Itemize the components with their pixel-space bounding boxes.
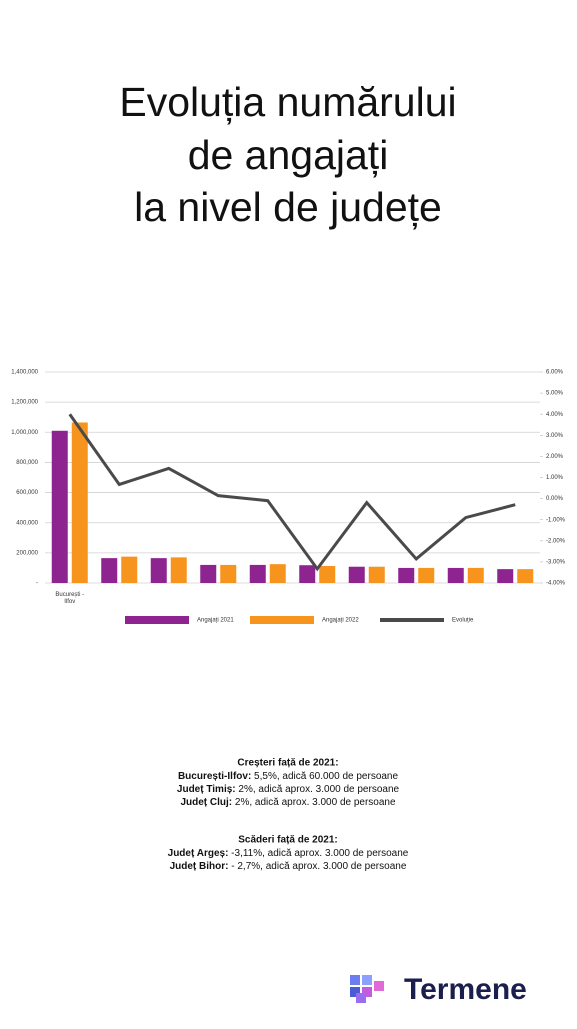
note-label: Județ Timiș: bbox=[177, 784, 236, 795]
bar bbox=[269, 564, 286, 583]
logo-cube bbox=[374, 981, 384, 991]
bar bbox=[150, 558, 167, 583]
legend-label: Evoluție bbox=[452, 618, 474, 624]
logo-cube bbox=[356, 993, 366, 1003]
y2-tick-label: 0.00% bbox=[546, 496, 564, 502]
note-text: 5,5%, adică 60.000 de persoane bbox=[251, 771, 398, 782]
bar bbox=[467, 567, 484, 583]
note-label: Județ Argeș: bbox=[168, 848, 229, 859]
y-tick-label: 1,400,000 bbox=[11, 370, 38, 376]
note-label: Județ Cluj: bbox=[180, 797, 232, 808]
logo-cube bbox=[350, 975, 360, 985]
notes-title: Scăderi față de 2021: bbox=[238, 835, 338, 846]
y2-tick-label: 1.00% bbox=[546, 475, 564, 481]
bar bbox=[170, 557, 187, 583]
note-text: -3,11%, adică aprox. 3.000 de persoane bbox=[228, 848, 408, 859]
bar bbox=[200, 564, 217, 583]
bar bbox=[368, 566, 385, 583]
legend-label: Angajați 2021 bbox=[197, 618, 234, 624]
bar bbox=[51, 430, 68, 583]
bar bbox=[220, 564, 237, 583]
bar bbox=[71, 422, 88, 583]
bar bbox=[319, 565, 336, 583]
bar bbox=[348, 566, 365, 583]
y2-tick-label: 4.00% bbox=[546, 412, 564, 418]
y-tick-label: 200,000 bbox=[16, 550, 38, 556]
logo-text: Termene bbox=[404, 973, 527, 1006]
note-text: 2%, adică aprox. 3.000 de persoane bbox=[232, 797, 396, 808]
bar bbox=[447, 567, 464, 583]
y-tick-label: 600,000 bbox=[16, 490, 38, 496]
note-label: București-Ilfov: bbox=[178, 771, 251, 782]
y-tick-label: - bbox=[36, 581, 38, 587]
notes-line: Județ Cluj: 2%, adică aprox. 3.000 de pe… bbox=[180, 797, 396, 808]
legend-swatch bbox=[250, 616, 314, 624]
bar bbox=[101, 558, 118, 583]
y2-tick-label: 6.00% bbox=[546, 370, 564, 376]
logo-cube bbox=[362, 987, 372, 997]
notes-line: București-Ilfov: 5,5%, adică 60.000 de p… bbox=[178, 771, 399, 782]
legend-swatch bbox=[125, 616, 189, 624]
note-text: 2%, adică aprox. 3.000 de persoane bbox=[236, 784, 400, 795]
x-tick-label: București -Ilfov bbox=[55, 592, 84, 605]
bar bbox=[398, 567, 415, 583]
logo-cube bbox=[350, 987, 360, 997]
y2-tick-label: 2.00% bbox=[546, 454, 564, 460]
y2-tick-label: 3.00% bbox=[546, 433, 564, 439]
y2-tick-label: -4.00% bbox=[546, 581, 566, 587]
notes-line: Județ Bihor: - 2,7%, adică aprox. 3.000 … bbox=[170, 861, 407, 872]
y2-tick-label: 5.00% bbox=[546, 391, 564, 397]
note-text: - 2,7%, adică aprox. 3.000 de persoane bbox=[228, 861, 406, 872]
note-label: Județ Bihor: bbox=[170, 861, 229, 872]
bar bbox=[497, 569, 514, 583]
line bbox=[68, 413, 516, 572]
notes-line: Județ Timiș: 2%, adică aprox. 3.000 de p… bbox=[177, 784, 400, 795]
bar bbox=[418, 567, 435, 583]
y2-tick-label: -2.00% bbox=[546, 538, 566, 544]
bar bbox=[299, 565, 316, 583]
legend-label: Angajați 2022 bbox=[322, 618, 359, 624]
y2-tick-label: -1.00% bbox=[546, 517, 566, 523]
y2-tick-label: -3.00% bbox=[546, 559, 566, 565]
bar bbox=[249, 564, 266, 583]
y-tick-label: 400,000 bbox=[16, 520, 38, 526]
y-tick-label: 1,000,000 bbox=[11, 430, 38, 436]
logo: Termene bbox=[350, 973, 527, 1006]
bar bbox=[517, 569, 534, 583]
notes-line: Județ Argeș: -3,11%, adică aprox. 3.000 … bbox=[168, 848, 409, 859]
title-line: Evoluția numărului bbox=[119, 79, 456, 125]
title-line: la nivel de județe bbox=[134, 184, 442, 230]
notes-title: Creșteri față de 2021: bbox=[237, 758, 338, 769]
y-tick-label: 1,200,000 bbox=[11, 400, 38, 406]
logo-cube bbox=[362, 975, 372, 985]
bar bbox=[121, 556, 138, 583]
y-tick-label: 800,000 bbox=[16, 460, 38, 466]
title-line: de angajați bbox=[188, 132, 389, 178]
